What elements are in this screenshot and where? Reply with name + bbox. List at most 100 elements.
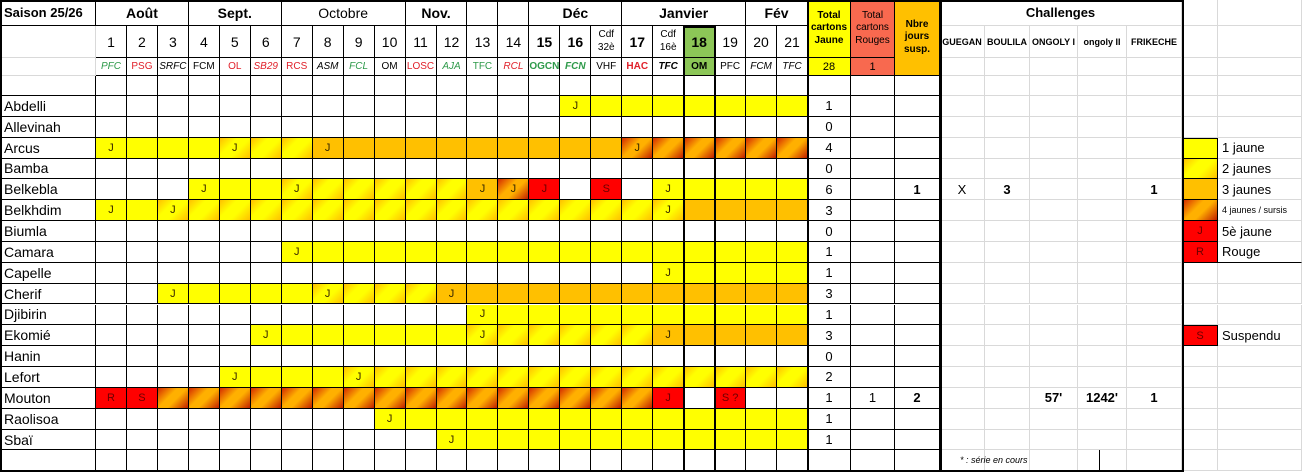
card-cell[interactable] bbox=[219, 283, 251, 305]
player-challenge-value[interactable] bbox=[985, 116, 1030, 138]
match-opponent[interactable]: AJA bbox=[436, 58, 468, 76]
card-cell[interactable] bbox=[188, 367, 220, 388]
card-cell[interactable] bbox=[250, 116, 282, 138]
card-cell[interactable] bbox=[622, 158, 654, 180]
card-cell[interactable] bbox=[591, 200, 623, 222]
card-cell[interactable] bbox=[405, 429, 437, 451]
match-opponent[interactable]: RCL bbox=[498, 58, 530, 76]
player-challenge-value[interactable] bbox=[940, 429, 985, 451]
card-cell[interactable] bbox=[498, 387, 530, 409]
player-challenge-value[interactable] bbox=[1030, 367, 1078, 388]
card-cell[interactable] bbox=[653, 304, 685, 326]
card-cell[interactable] bbox=[467, 158, 499, 180]
card-cell[interactable] bbox=[715, 116, 747, 138]
header-blank[interactable] bbox=[777, 76, 808, 96]
legend-blank[interactable] bbox=[1218, 304, 1302, 326]
card-cell[interactable] bbox=[374, 450, 406, 472]
card-cell[interactable] bbox=[498, 429, 530, 451]
player-yellow-total[interactable]: 1 bbox=[808, 241, 851, 263]
header-blank[interactable] bbox=[715, 76, 747, 96]
header-blank[interactable] bbox=[498, 76, 530, 96]
player-yellow-total[interactable]: 1 bbox=[808, 429, 851, 451]
footnote[interactable]: * : série en cours bbox=[960, 450, 1100, 472]
card-cell[interactable] bbox=[188, 429, 220, 451]
card-cell[interactable] bbox=[250, 408, 282, 430]
match-opponent[interactable]: VHF bbox=[591, 58, 623, 76]
player-challenge-value[interactable] bbox=[1078, 200, 1127, 222]
legend-blank[interactable] bbox=[1182, 450, 1218, 472]
card-cell[interactable] bbox=[560, 283, 592, 305]
card-cell[interactable] bbox=[219, 429, 251, 451]
player-red-total[interactable] bbox=[851, 137, 895, 159]
match-number[interactable]: 8 bbox=[312, 26, 344, 58]
card-cell[interactable] bbox=[529, 137, 561, 159]
player-challenge-value[interactable] bbox=[1078, 408, 1127, 430]
player-yellow-total[interactable]: 1 bbox=[808, 96, 851, 117]
card-cell[interactable] bbox=[529, 116, 561, 138]
player-challenge-value[interactable] bbox=[985, 429, 1030, 451]
card-cell[interactable] bbox=[250, 450, 282, 472]
card-cell[interactable] bbox=[591, 241, 623, 263]
card-cell[interactable] bbox=[560, 262, 592, 284]
player-yellow-total[interactable]: 1 bbox=[808, 408, 851, 430]
match-opponent[interactable]: TFC bbox=[653, 58, 685, 76]
card-cell[interactable] bbox=[560, 221, 592, 242]
player-red-total[interactable] bbox=[851, 158, 895, 180]
card-cell[interactable] bbox=[467, 241, 499, 263]
card-cell[interactable] bbox=[436, 346, 468, 368]
card-cell[interactable] bbox=[498, 450, 530, 472]
card-cell[interactable] bbox=[591, 429, 623, 451]
card-cell[interactable]: J bbox=[281, 179, 313, 201]
card-cell[interactable] bbox=[746, 387, 778, 409]
card-cell[interactable]: J bbox=[188, 179, 220, 201]
player-challenge-value[interactable] bbox=[1078, 346, 1127, 368]
card-cell[interactable] bbox=[343, 346, 375, 368]
card-cell[interactable] bbox=[622, 367, 654, 388]
card-cell[interactable] bbox=[188, 304, 220, 326]
card-cell[interactable] bbox=[219, 200, 251, 222]
player-challenge-value[interactable] bbox=[940, 96, 985, 117]
card-cell[interactable] bbox=[436, 241, 468, 263]
card-cell[interactable] bbox=[343, 283, 375, 305]
challenge-blank[interactable] bbox=[1078, 58, 1127, 76]
card-cell[interactable] bbox=[467, 137, 499, 159]
card-cell[interactable] bbox=[405, 179, 437, 201]
header-blank[interactable] bbox=[250, 76, 282, 96]
card-cell[interactable] bbox=[653, 158, 685, 180]
card-cell[interactable] bbox=[405, 283, 437, 305]
card-cell[interactable] bbox=[343, 429, 375, 451]
player-challenge-value[interactable] bbox=[1030, 304, 1078, 326]
card-cell[interactable]: J bbox=[281, 241, 313, 263]
card-cell[interactable] bbox=[777, 179, 808, 201]
player-yellow-total[interactable]: 1 bbox=[808, 304, 851, 326]
card-cell[interactable]: J bbox=[219, 367, 251, 388]
card-cell[interactable] bbox=[746, 221, 778, 242]
player-challenge-value[interactable] bbox=[1127, 367, 1182, 388]
card-cell[interactable] bbox=[777, 429, 808, 451]
card-cell[interactable] bbox=[188, 325, 220, 347]
card-cell[interactable] bbox=[715, 221, 747, 242]
card-cell[interactable] bbox=[684, 387, 716, 409]
card-cell[interactable] bbox=[374, 96, 406, 117]
card-cell[interactable] bbox=[219, 116, 251, 138]
card-cell[interactable] bbox=[746, 304, 778, 326]
card-cell[interactable] bbox=[157, 116, 189, 138]
legend-blank[interactable] bbox=[1218, 429, 1302, 451]
header-blank[interactable] bbox=[560, 76, 592, 96]
player-red-total[interactable] bbox=[851, 96, 895, 117]
month-header[interactable]: Déc bbox=[529, 0, 623, 26]
card-cell[interactable] bbox=[374, 158, 406, 180]
legend-blank[interactable] bbox=[1218, 367, 1302, 388]
match-number[interactable]: 10 bbox=[374, 26, 406, 58]
card-cell[interactable] bbox=[96, 241, 127, 263]
card-cell[interactable] bbox=[529, 283, 561, 305]
card-cell[interactable] bbox=[529, 325, 561, 347]
card-cell[interactable] bbox=[343, 325, 375, 347]
match-opponent[interactable]: OL bbox=[219, 58, 251, 76]
card-cell[interactable] bbox=[374, 387, 406, 409]
card-cell[interactable] bbox=[777, 137, 808, 159]
legend-blank[interactable] bbox=[1182, 429, 1218, 451]
card-cell[interactable] bbox=[96, 179, 127, 201]
card-cell[interactable] bbox=[96, 408, 127, 430]
player-challenge-value[interactable] bbox=[1127, 262, 1182, 284]
